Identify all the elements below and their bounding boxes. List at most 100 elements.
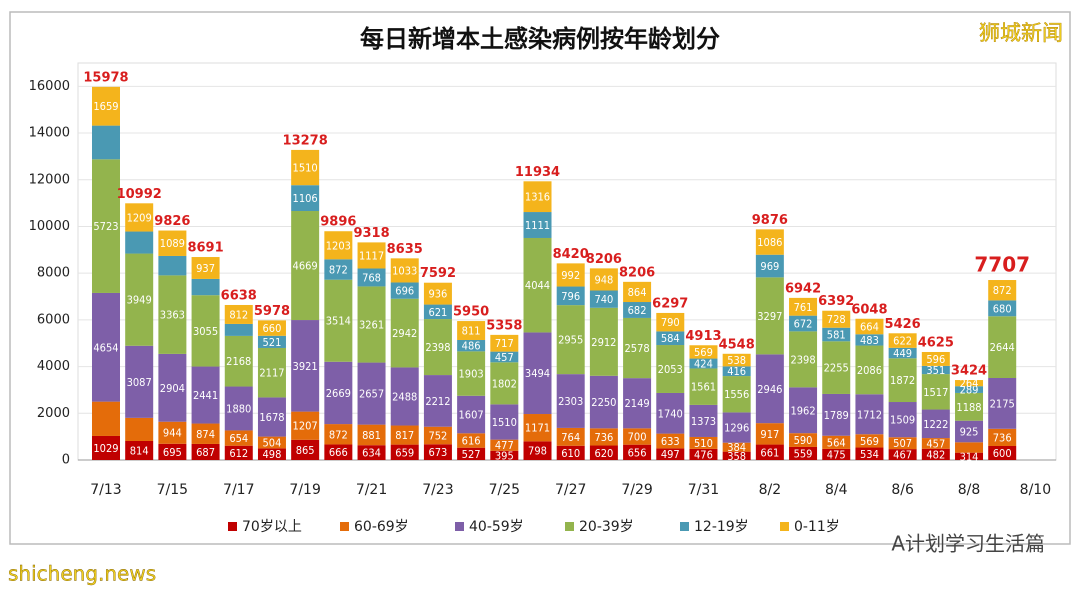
x-tick-label: 7/31 (688, 482, 719, 498)
bar-segment (689, 345, 718, 359)
data-label: 736 (993, 431, 1012, 444)
bar-segment (523, 181, 552, 213)
bar-segment (689, 404, 718, 437)
bar-segment (955, 386, 984, 393)
data-label: 2946 (757, 383, 782, 396)
data-label: 659 (395, 446, 414, 459)
total-label: 5978 (254, 304, 290, 319)
bar-segment (324, 279, 353, 362)
data-label: 584 (661, 332, 680, 345)
bar-segment (191, 278, 220, 296)
bar-segment (390, 282, 419, 299)
data-label: 672 (794, 318, 813, 331)
bar-segment (125, 440, 154, 460)
bar-segment (755, 229, 784, 255)
data-label: 2398 (425, 341, 450, 354)
bar-segment (423, 426, 452, 445)
data-label: 622 (893, 335, 912, 348)
data-label: 811 (462, 325, 481, 338)
total-label: 8420 (553, 247, 589, 262)
data-label: 936 (428, 288, 447, 301)
data-label: 476 (694, 448, 713, 461)
data-label: 654 (229, 432, 248, 445)
data-label: 384 (727, 441, 746, 454)
bar-segment (423, 319, 452, 376)
bar-segment (390, 425, 419, 445)
data-label: 2053 (658, 363, 683, 376)
bar-segment (789, 315, 818, 332)
x-tick-label: 8/4 (825, 482, 848, 498)
bar-segment (589, 445, 618, 460)
bar-segment (191, 366, 220, 424)
y-tick-label: 16000 (29, 79, 70, 94)
data-label: 682 (628, 304, 647, 317)
data-label: 264 (960, 377, 979, 390)
data-label: 2488 (392, 390, 417, 403)
data-label: 1740 (658, 407, 683, 420)
bar-segment (556, 305, 585, 375)
bar-segment (789, 331, 818, 388)
data-label: 2398 (790, 353, 815, 366)
bar-segment (257, 448, 286, 460)
bar-segment (523, 212, 552, 238)
bar-segment (291, 211, 320, 321)
bar-segment (191, 257, 220, 279)
data-label: 1117 (359, 249, 384, 262)
data-label: 289 (960, 384, 979, 397)
data-label: 1712 (857, 408, 882, 421)
y-tick-label: 14000 (29, 126, 70, 141)
bar-segment (722, 353, 751, 367)
bar-segment (158, 230, 187, 256)
data-label: 1561 (691, 381, 716, 394)
bar-segment (755, 423, 784, 445)
bar-segment (324, 231, 353, 260)
bar-segment (457, 447, 486, 460)
bar-segment (988, 300, 1017, 317)
bar-segment (423, 444, 452, 460)
bar-segment (888, 437, 917, 450)
bar-segment (623, 428, 652, 445)
total-label: 7707 (974, 253, 1030, 277)
data-label: 2250 (591, 396, 616, 409)
total-label: 9896 (320, 215, 356, 230)
bar-segment (656, 345, 685, 393)
data-label: 944 (163, 427, 182, 440)
bar-segment (357, 242, 386, 269)
bar-segment (755, 254, 784, 278)
y-tick-label: 10000 (29, 219, 70, 234)
x-tick-label: 7/15 (157, 482, 188, 498)
total-label: 6048 (851, 302, 887, 317)
bar-segment (291, 185, 320, 212)
data-label: 761 (794, 301, 813, 314)
data-label: 475 (827, 448, 846, 461)
data-label: 1203 (326, 239, 351, 252)
data-label: 2441 (193, 389, 218, 402)
data-label: 752 (428, 430, 447, 443)
y-tick-label: 4000 (37, 359, 70, 374)
data-label: 992 (561, 269, 580, 282)
bar-segment (390, 298, 419, 368)
data-label: 2117 (259, 367, 284, 380)
data-label: 1556 (724, 388, 749, 401)
bar-segment (357, 268, 386, 287)
bar-segment (224, 304, 253, 324)
bar-segment (490, 351, 519, 363)
data-label: 736 (594, 431, 613, 444)
data-label: 600 (993, 447, 1012, 460)
data-label: 424 (694, 358, 713, 371)
bar-segment (91, 435, 120, 460)
bar-segment (556, 445, 585, 460)
x-tick-label: 8/10 (1020, 482, 1051, 498)
data-label: 1207 (293, 420, 318, 433)
data-label: 937 (196, 262, 215, 275)
bar-segment (822, 341, 851, 394)
bar-segment (822, 435, 851, 449)
data-label: 666 (329, 446, 348, 459)
bar-segment (125, 345, 154, 418)
data-label: 3514 (326, 315, 351, 328)
data-label: 864 (628, 286, 647, 299)
data-label: 1510 (492, 416, 517, 429)
bar-segment (125, 231, 154, 254)
data-label: 1209 (127, 211, 152, 224)
data-label: 2955 (558, 334, 583, 347)
